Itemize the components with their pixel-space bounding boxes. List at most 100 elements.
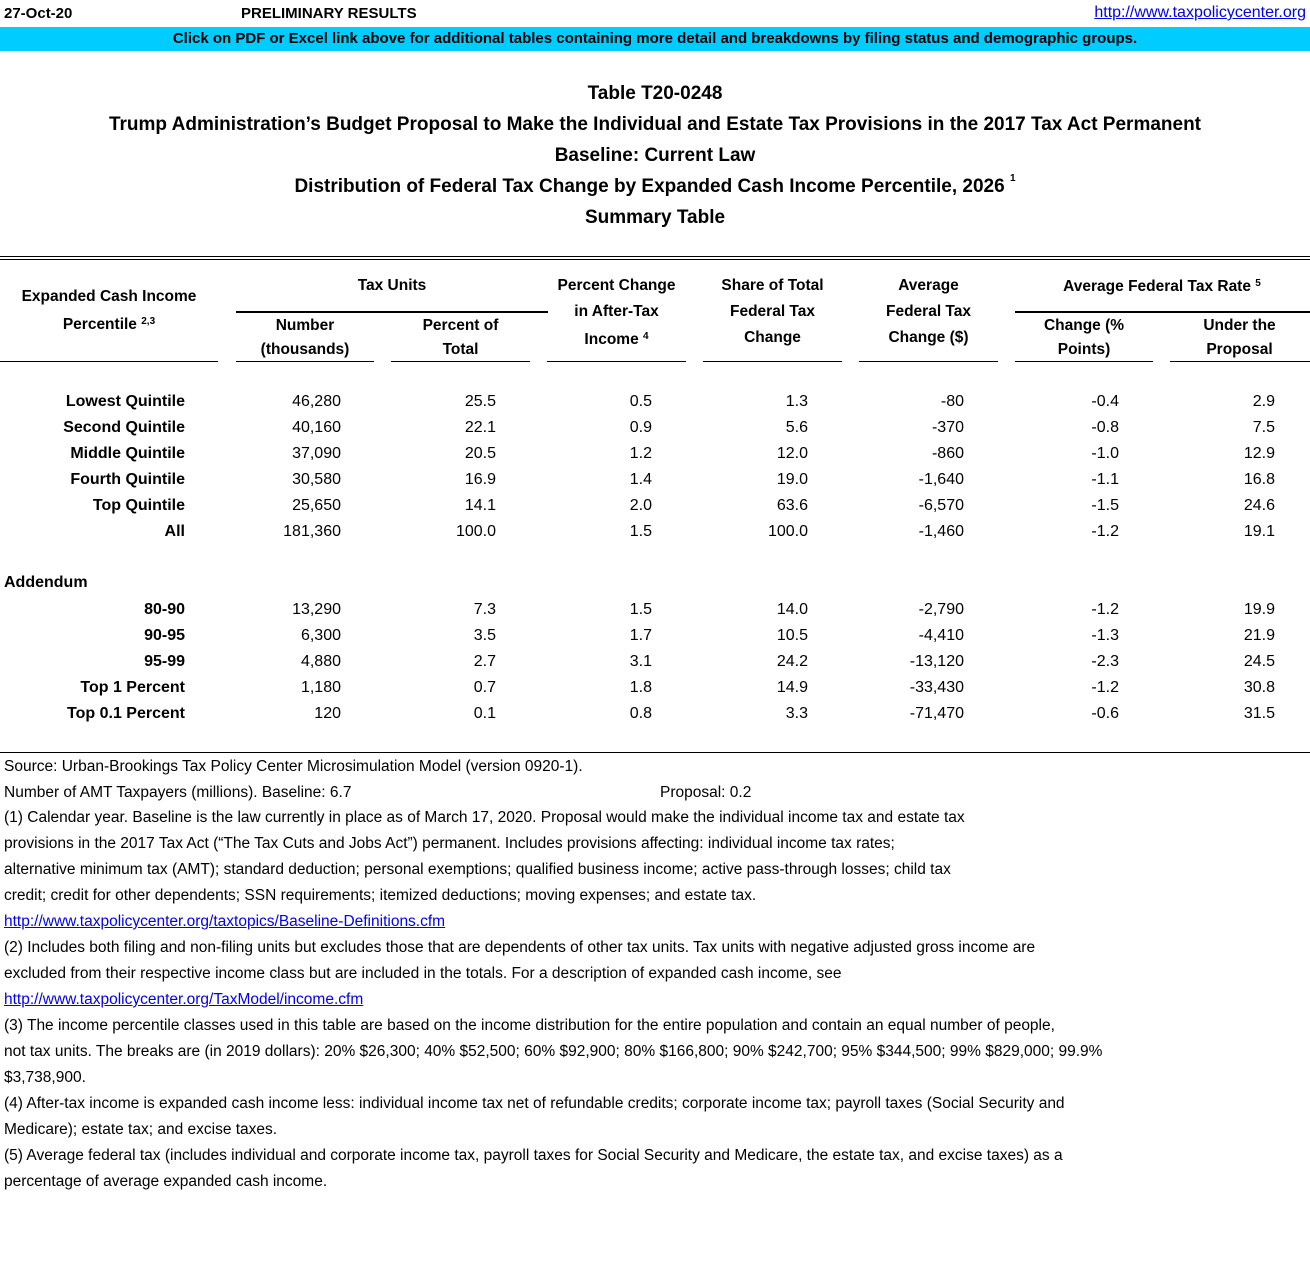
row-label: Second Quintile: [63, 419, 185, 436]
baseline-title: Baseline: Current Law: [554, 145, 756, 166]
header-rate-change: Change (% Points): [1015, 314, 1153, 362]
summary-title: Summary Table: [584, 207, 726, 228]
table-cell: 1.5: [629, 601, 652, 618]
addendum-label: Addendum: [4, 574, 88, 591]
divider: [0, 752, 1310, 753]
header-text: Percentile: [62, 316, 137, 333]
table-cell: 19.0: [776, 471, 808, 488]
table-cell: -13,120: [909, 653, 964, 670]
table-cell: 120: [314, 705, 341, 722]
table-cell: 30.8: [1243, 679, 1275, 696]
divider: [0, 361, 218, 362]
table-cell: 25.5: [464, 393, 496, 410]
divider: [1015, 311, 1310, 313]
table-cell: -71,470: [909, 705, 964, 722]
preliminary-label: PRELIMINARY RESULTS: [241, 5, 417, 22]
header-percentile: Expanded Cash Income Percentile 2,3: [0, 285, 218, 337]
table-cell: -2,790: [918, 601, 964, 618]
table-cell: 0.1: [473, 705, 496, 722]
row-label: All: [164, 523, 185, 540]
table-cell: 46,280: [292, 393, 341, 410]
distribution-text: Distribution of Federal Tax Change by Ex…: [294, 176, 1005, 197]
row-label: Top 0.1 Percent: [67, 705, 185, 722]
header-pct-change: Percent Change in After-Tax Income 4: [547, 273, 686, 353]
header-text: Change (%: [1043, 317, 1125, 334]
footnote-line: percentage of average expanded cash inco…: [4, 1173, 328, 1190]
header-tax-units: Tax Units: [357, 277, 427, 294]
footnote-line: (1) Calendar year. Baseline is the law c…: [4, 809, 965, 826]
table-cell: 31.5: [1243, 705, 1275, 722]
header-text: Percent Change: [557, 277, 676, 294]
tpc-link[interactable]: http://www.taxpolicycenter.org: [1094, 4, 1306, 21]
amt-baseline: Number of AMT Taxpayers (millions). Base…: [4, 784, 352, 801]
row-label: Middle Quintile: [70, 445, 185, 462]
footnote-ref: 1: [1009, 173, 1016, 184]
footnote-line: (4) After-tax income is expanded cash in…: [4, 1095, 1065, 1112]
table-id: Table T20-0248: [587, 83, 723, 104]
table-cell: -1.1: [1091, 471, 1119, 488]
row-label: Top 1 Percent: [80, 679, 185, 696]
table-cell: 1,180: [300, 679, 341, 696]
header-text: Percent of: [422, 317, 499, 334]
divider: [1170, 361, 1310, 362]
info-banner: Click on PDF or Excel link above for add…: [0, 27, 1310, 51]
table-cell: -4,410: [918, 627, 964, 644]
footnote-line: $3,738,900.: [4, 1069, 86, 1086]
row-label: 90-95: [144, 627, 185, 644]
header-text: Federal Tax: [885, 303, 971, 320]
divider: [1015, 361, 1153, 362]
table-cell: 14.1: [464, 497, 496, 514]
table-cell: -1.5: [1091, 497, 1119, 514]
header-text: Total: [442, 341, 479, 358]
table-cell: 16.9: [464, 471, 496, 488]
header-share: Share of Total Federal Tax Change: [703, 273, 842, 351]
table-cell: -80: [940, 393, 964, 410]
table-cell: 3.3: [785, 705, 808, 722]
footnote-link[interactable]: http://www.taxpolicycenter.org/TaxModel/…: [4, 991, 364, 1008]
header-text: Under the: [1203, 317, 1276, 334]
header-text: Expanded Cash Income: [21, 288, 197, 305]
header-text: Change: [744, 329, 801, 346]
header-text: in After-Tax: [574, 303, 659, 320]
header-text: Share of Total: [721, 277, 824, 294]
table-cell: -1,640: [918, 471, 964, 488]
footnote-line: (3) The income percentile classes used i…: [4, 1017, 1055, 1034]
table-cell: 13,290: [292, 601, 341, 618]
table-title: Trump Administration’s Budget Proposal t…: [108, 114, 1202, 135]
header-text: Proposal: [1206, 341, 1273, 358]
footnote-line: credit; credit for other dependents; SSN…: [4, 887, 757, 904]
divider: [391, 361, 530, 362]
table-cell: 40,160: [292, 419, 341, 436]
amt-proposal: Proposal: 0.2: [660, 784, 752, 801]
row-label: Fourth Quintile: [70, 471, 185, 488]
table-cell: 63.6: [776, 497, 808, 514]
table-cell: -0.4: [1091, 393, 1119, 410]
table-cell: 0.7: [473, 679, 496, 696]
divider: [703, 361, 842, 362]
footnote-line: not tax units. The breaks are (in 2019 d…: [4, 1043, 1103, 1060]
table-cell: 1.3: [785, 393, 808, 410]
row-label: Top Quintile: [92, 497, 185, 514]
table-cell: 7.3: [473, 601, 496, 618]
row-label: 95-99: [144, 653, 185, 670]
table-cell: 12.9: [1243, 445, 1275, 462]
footnote-line: (2) Includes both filing and non-filing …: [4, 939, 1036, 956]
table-cell: 16.8: [1243, 471, 1275, 488]
divider: [0, 259, 1310, 260]
footnote-line: alternative minimum tax (AMT); standard …: [4, 861, 951, 878]
footnote-ref: 5: [1255, 278, 1261, 289]
footnote-ref: 2,3: [141, 316, 156, 327]
footnote-link[interactable]: http://www.taxpolicycenter.org/taxtopics…: [4, 913, 446, 930]
table-cell: 25,650: [292, 497, 341, 514]
divider: [547, 361, 686, 362]
table-cell: 1.5: [629, 523, 652, 540]
table-cell: 1.8: [629, 679, 652, 696]
table-cell: 0.8: [629, 705, 652, 722]
table-cell: 3.5: [473, 627, 496, 644]
row-label: Lowest Quintile: [65, 393, 185, 410]
table-cell: 37,090: [292, 445, 341, 462]
footnote-line: Medicare); estate tax; and excise taxes.: [4, 1121, 278, 1138]
table-cell: 19.1: [1243, 523, 1275, 540]
table-cell: -2.3: [1091, 653, 1119, 670]
footnote-line: excluded from their respective income cl…: [4, 965, 842, 982]
